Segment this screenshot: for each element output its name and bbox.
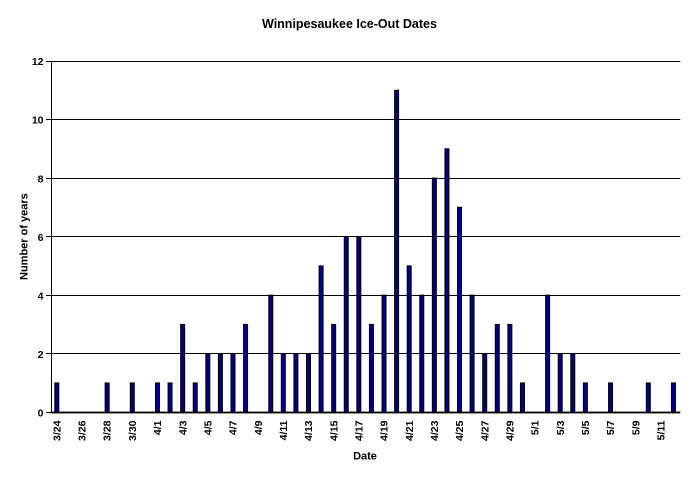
svg-text:5/11: 5/11 [655,420,667,440]
svg-text:4/5: 4/5 [202,420,214,435]
svg-text:4/15: 4/15 [328,420,340,441]
svg-text:4/23: 4/23 [429,420,441,441]
svg-text:2: 2 [38,349,44,361]
svg-text:4/7: 4/7 [228,420,240,435]
svg-text:5/3: 5/3 [555,420,567,435]
svg-text:0: 0 [38,407,44,419]
svg-text:5/1: 5/1 [530,420,542,435]
svg-text:4/17: 4/17 [353,420,365,441]
svg-text:12: 12 [32,56,44,68]
svg-text:4/19: 4/19 [379,420,391,441]
svg-text:6: 6 [38,232,44,244]
svg-text:Winnipesaukee Ice-Out Dates: Winnipesaukee Ice-Out Dates [262,17,437,31]
svg-text:4/11: 4/11 [278,420,290,440]
svg-text:5/7: 5/7 [605,420,617,435]
svg-text:5/9: 5/9 [630,420,642,435]
svg-text:3/24: 3/24 [51,420,63,441]
svg-text:3/28: 3/28 [102,420,114,441]
svg-text:5/5: 5/5 [580,420,592,435]
svg-text:4/3: 4/3 [177,420,189,435]
svg-text:3/26: 3/26 [77,420,89,441]
svg-text:4/1: 4/1 [152,420,164,435]
svg-text:4/27: 4/27 [479,420,491,441]
svg-text:Number of years: Number of years [19,193,31,280]
svg-text:8: 8 [38,173,44,185]
svg-text:4/29: 4/29 [504,420,516,441]
svg-text:10: 10 [32,115,44,127]
svg-text:4/9: 4/9 [253,420,265,435]
svg-text:3/30: 3/30 [127,420,139,441]
svg-text:4/25: 4/25 [454,420,466,441]
svg-text:4/13: 4/13 [303,420,315,441]
svg-text:Date: Date [353,450,377,462]
svg-text:4: 4 [38,290,44,302]
svg-text:4/21: 4/21 [404,420,416,441]
